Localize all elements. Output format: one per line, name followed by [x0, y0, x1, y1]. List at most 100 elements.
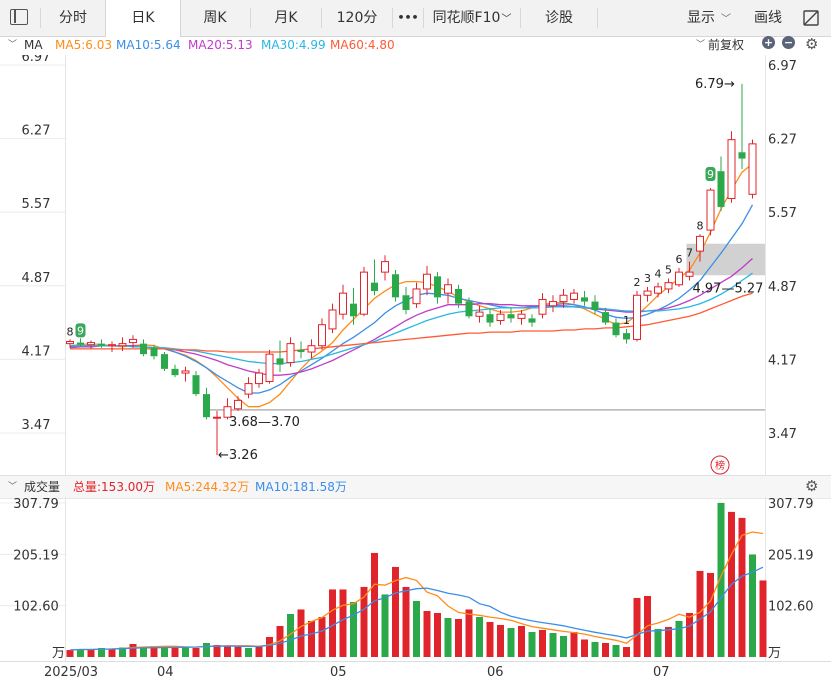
volume-bar: [696, 570, 704, 657]
chevron-down-icon: ﹀: [501, 14, 512, 25]
td-count-label: 8: [67, 325, 74, 338]
candle: [581, 291, 588, 306]
settings-gear-icon[interactable]: ⚙: [805, 477, 819, 495]
tab-intraday[interactable]: 分时: [59, 10, 87, 26]
candle: [234, 396, 242, 411]
candle: [570, 288, 578, 304]
toolbar-divider: [40, 8, 41, 28]
candle: [706, 188, 715, 236]
zoom-in-icon[interactable]: +: [762, 36, 775, 49]
ma-line-ma60: [70, 292, 753, 353]
volume-bar: [108, 648, 116, 657]
vol-ma10-value: MA10:181.58万: [255, 480, 347, 494]
candle: [727, 131, 736, 203]
volume-bar: [518, 625, 525, 657]
date-label: 2025/03: [44, 665, 99, 680]
more-button[interactable]: •••: [397, 11, 419, 24]
candle: [423, 265, 431, 296]
vol-ma5-value: MA5:244.32万: [165, 480, 250, 494]
zoom-out-icon[interactable]: −: [782, 36, 795, 49]
rank-badge-label: 榜: [715, 459, 725, 472]
volume-bar: [287, 613, 294, 657]
candle: [654, 282, 662, 298]
volume-tick-right: 205.19: [768, 548, 814, 563]
volume-bar: [381, 594, 389, 657]
tab-daily-k[interactable]: 日K: [105, 0, 181, 37]
volume-bar: [633, 597, 641, 657]
tab-monthly-k[interactable]: 月K: [274, 10, 298, 26]
candle: [475, 305, 484, 323]
td-count-badge: [705, 167, 716, 182]
candle: [350, 287, 357, 325]
display-dropdown[interactable]: 显示 ﹀: [676, 0, 742, 36]
rank-badge-icon[interactable]: [710, 455, 730, 475]
candle: [528, 314, 536, 327]
volume-unit-left: 万: [52, 646, 65, 661]
volume-legend-title[interactable]: 成交量: [24, 480, 61, 494]
candle: [87, 340, 95, 349]
td-count-badge: [75, 323, 86, 338]
candle: [318, 318, 326, 350]
candle: [455, 284, 462, 308]
volume-bar: [591, 641, 599, 657]
volume-bar: [245, 647, 252, 657]
f10-dropdown[interactable]: 同花顺F10﹀: [424, 0, 520, 36]
candle: [129, 335, 137, 348]
candle: [77, 338, 84, 347]
settings-gear-icon[interactable]: ⚙: [805, 35, 819, 53]
candle: [223, 398, 232, 420]
volume-bar: [318, 616, 326, 657]
volume-tick-left: 307.79: [13, 497, 59, 512]
volume-bar: [560, 635, 567, 657]
candle: [559, 288, 568, 308]
volume-tick-left: 205.19: [13, 548, 59, 563]
volume-bar: [297, 609, 305, 657]
candle: [286, 337, 295, 367]
candle: [360, 266, 368, 317]
volume-bar: [623, 646, 630, 657]
volume-bar: [98, 647, 105, 657]
volume-ma10-line: [69, 566, 764, 651]
volume-bar: [717, 502, 725, 657]
price-tick-right: 4.17: [768, 353, 797, 368]
price-tick-right: 6.27: [768, 133, 797, 148]
volume-bar: [570, 631, 578, 657]
toolbar-divider: [520, 8, 521, 28]
candle: [507, 307, 515, 323]
tab-120min[interactable]: 120分: [336, 10, 378, 26]
candle: [486, 307, 494, 327]
toolbar-divider: [392, 8, 393, 28]
candle: [66, 339, 74, 348]
volume-bar: [77, 648, 84, 657]
candle: [517, 309, 526, 325]
volume-chart: 307.79 307.79 205.19 205.19 102.60 102.60 万 万: [0, 497, 814, 661]
ma20-value: MA20:5.13: [188, 38, 253, 52]
candle: [98, 339, 105, 348]
volume-bar: [140, 646, 147, 657]
draw-line-button[interactable]: 画线: [754, 10, 782, 26]
volume-bar: [371, 552, 378, 657]
collapse-icon[interactable]: ﹀: [8, 482, 18, 492]
adjust-dropdown[interactable]: 前复权: [708, 38, 745, 52]
draw-line-icon[interactable]: [798, 0, 824, 36]
volume-bar: [434, 612, 441, 657]
candle: [549, 295, 557, 313]
panel-toggle-icon[interactable]: [10, 9, 28, 25]
candle: [392, 270, 399, 302]
price-tick-right: 5.57: [768, 206, 797, 221]
date-label: 07: [653, 665, 670, 680]
volume-bar: [686, 612, 693, 657]
candle: [328, 303, 337, 334]
volume-bar: [192, 647, 200, 657]
volume-bar: [486, 621, 494, 657]
chevron-down-icon: ﹀: [696, 40, 706, 50]
ma60-value: MA60:4.80: [330, 38, 395, 52]
ma-legend-title[interactable]: MA: [24, 38, 43, 52]
date-label: 06: [487, 665, 504, 680]
chevron-down-icon: ﹀: [721, 14, 731, 25]
tab-weekly-k[interactable]: 周K: [203, 10, 227, 26]
collapse-icon[interactable]: ﹀: [8, 40, 18, 50]
td-count-label: 2: [634, 276, 641, 289]
diagnose-button[interactable]: 诊股: [545, 10, 573, 26]
volume-bar: [360, 586, 368, 657]
